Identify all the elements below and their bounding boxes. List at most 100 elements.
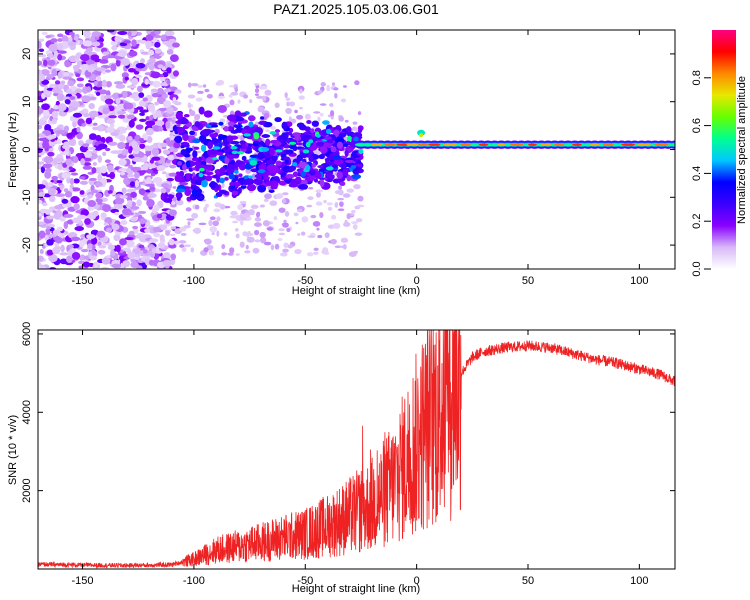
noise-blob [79,180,89,185]
noise-blob [95,192,103,199]
transition-blob [239,112,247,117]
noise-blob [122,260,131,268]
noise-blob [91,189,99,194]
noise-blob [136,232,145,237]
transition-hotspot [212,157,218,161]
noise-blob [40,116,49,121]
halo-blob [263,112,270,119]
transition-blob [300,133,307,142]
transition-blob [209,133,218,138]
halo-blob [293,212,299,217]
transition-blob [174,174,182,183]
halo-blob [279,252,288,257]
transition-blob [339,163,347,169]
transition-blob [313,178,319,183]
transition-blob [238,163,246,171]
transition-blob [236,117,245,122]
noise-blob [151,92,160,98]
halo-blob [243,94,249,99]
halo-blob [172,186,177,189]
noise-blob [80,248,89,253]
halo-blob [299,88,303,94]
noise-blob [119,134,126,142]
noise-blob [130,191,137,198]
transition-blob [218,121,224,126]
y-tick-label: 4000 [21,400,33,424]
band-peak [636,143,651,146]
noise-blob [38,191,46,198]
halo-blob [323,251,330,255]
halo-blob [216,216,221,222]
transition-blob [336,141,343,149]
noise-blob [160,183,170,188]
transition-blob [202,152,209,158]
halo-blob [270,244,275,251]
noise-blob [87,66,95,73]
noise-blob [160,142,168,148]
halo-blob [191,82,199,87]
transition-blob [176,124,181,128]
noise-blob [43,156,54,163]
noise-blob [89,133,97,140]
halo-blob [275,193,284,200]
noise-blob [38,54,47,58]
noise-blob [41,103,50,111]
noise-blob [166,79,171,85]
halo-blob [344,119,349,123]
noise-blob [127,31,132,36]
transition-blob [218,190,228,194]
y-tick-label: -20 [21,237,33,253]
halo-blob [170,204,177,208]
spectrogram-cells [38,30,675,269]
transition-blob [269,148,275,156]
halo-blob [179,244,185,248]
halo-blob [230,91,239,96]
noise-blob [133,171,140,179]
transition-blob [246,183,257,192]
noise-blob [105,126,116,133]
transition-blob [192,150,198,158]
halo-blob [254,222,262,227]
noise-blob [71,91,77,95]
halo-blob [317,116,321,122]
noise-blob [119,194,128,199]
noise-blob [170,253,177,261]
halo-blob [239,241,245,248]
noise-blob [129,216,138,222]
band-peak [478,143,489,146]
noise-blob [55,129,66,135]
transition-hotspot [233,170,239,174]
halo-blob [316,191,321,198]
transition-hotspot [198,172,204,178]
noise-blob [142,97,148,102]
noise-blob [114,35,121,43]
noise-blob [64,61,71,68]
transition-blob [346,174,351,182]
noise-blob [168,243,177,249]
transition-blob [263,121,273,128]
transition-blob [247,115,256,122]
halo-blob [170,135,175,141]
halo-blob [234,87,239,93]
halo-blob [245,244,249,250]
noise-blob [97,115,107,119]
noise-blob [43,59,48,67]
transition-hotspot [199,167,205,172]
noise-blob [105,80,112,88]
transition-blob [185,147,193,152]
noise-blob [154,34,162,39]
halo-blob [198,222,207,226]
halo-blob [304,113,311,120]
noise-blob [94,33,100,38]
transition-blob [184,188,192,197]
band-peak [540,143,552,146]
noise-blob [47,59,56,66]
noise-blob [99,59,109,64]
transition-blob [179,181,189,186]
transition-blob [190,184,198,191]
noise-blob [105,227,113,233]
transition-blob [309,169,316,176]
noise-blob [63,71,70,77]
halo-blob [235,233,240,239]
noise-blob [78,140,84,146]
